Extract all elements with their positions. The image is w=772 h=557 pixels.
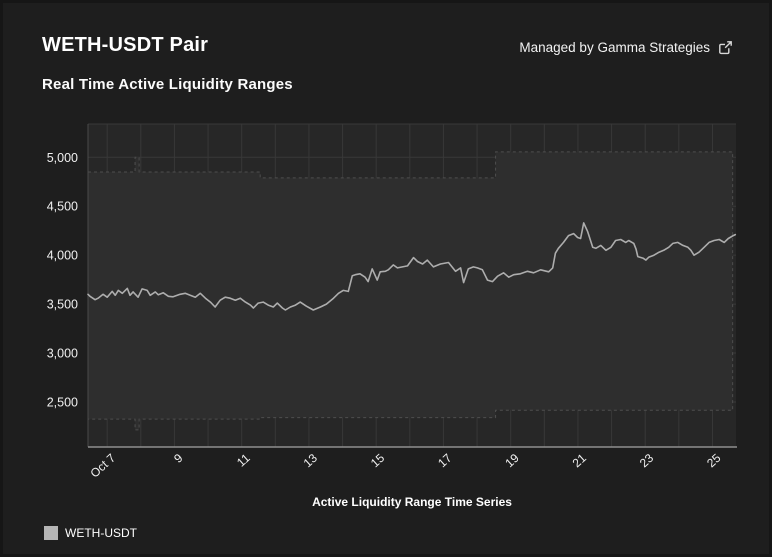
y-tick-label: 4,500 bbox=[47, 200, 78, 214]
managed-by-label: Managed by Gamma Strategies bbox=[519, 40, 710, 55]
x-tick-label: 11 bbox=[234, 451, 253, 470]
y-tick-label: 5,000 bbox=[47, 151, 78, 165]
x-tick-label: 17 bbox=[435, 451, 455, 471]
y-tick-label: 2,500 bbox=[47, 395, 78, 409]
active-liquidity-band bbox=[88, 151, 734, 431]
external-link-icon bbox=[719, 41, 732, 55]
price-line-weth-usdt bbox=[87, 222, 737, 311]
x-tick-label: 23 bbox=[637, 451, 657, 471]
managed-by-link[interactable]: Managed by Gamma Strategies bbox=[519, 40, 733, 55]
y-tick-label: 3,500 bbox=[47, 298, 78, 312]
x-tick-label: 21 bbox=[570, 451, 590, 471]
x-tick-label: 19 bbox=[502, 451, 522, 471]
legend-item-weth-usdt[interactable]: WETH-USDT bbox=[44, 526, 137, 540]
legend-swatch bbox=[44, 526, 58, 540]
legend-label: WETH-USDT bbox=[65, 526, 137, 540]
x-tick-label: 25 bbox=[704, 451, 724, 471]
x-tick-label: 15 bbox=[368, 451, 388, 471]
x-tick-label: Oct 7 bbox=[87, 451, 118, 481]
y-tick-label: 3,000 bbox=[47, 347, 78, 361]
y-tick-label: 4,000 bbox=[47, 249, 78, 263]
x-tick-label: 9 bbox=[171, 451, 186, 466]
page-title: WETH-USDT Pair bbox=[42, 34, 209, 56]
x-axis-title: Active Liquidity Range Time Series bbox=[312, 495, 512, 509]
chart-subtitle: Real Time Active Liquidity Ranges bbox=[42, 76, 293, 93]
x-tick-label: 13 bbox=[301, 451, 321, 471]
